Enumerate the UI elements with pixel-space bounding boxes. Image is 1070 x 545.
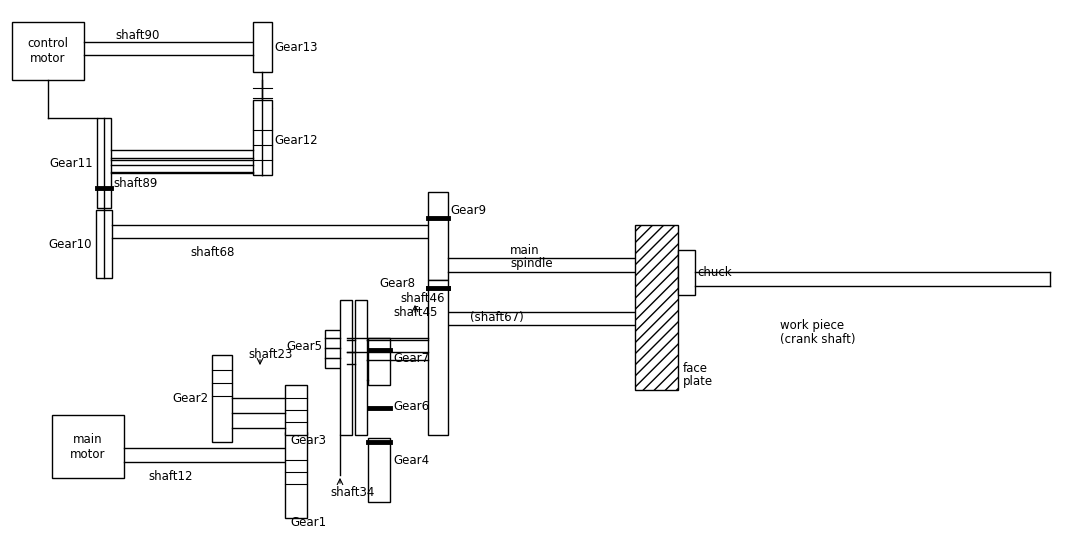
Text: shaft34: shaft34 [330,486,374,499]
Text: Gear9: Gear9 [450,203,486,216]
Text: Gear7: Gear7 [393,352,429,365]
Text: (shaft67): (shaft67) [470,312,523,324]
Bar [678,250,696,295]
Bar [12,22,85,80]
Text: shaft90: shaft90 [114,28,159,41]
Bar [325,330,347,368]
Text: Gear10: Gear10 [48,238,92,251]
Text: Gear4: Gear4 [393,453,429,467]
Bar [340,300,352,435]
Text: (crank shaft): (crank shaft) [780,334,856,347]
Text: spindle: spindle [510,257,552,269]
Bar [428,192,448,280]
Text: plate: plate [683,376,713,389]
Bar [368,338,389,385]
Text: Gear11: Gear11 [49,156,93,169]
Text: shaft68: shaft68 [190,245,234,258]
Bar [428,280,448,435]
Bar [52,415,124,478]
Text: Gear8: Gear8 [379,276,415,289]
Text: Gear5: Gear5 [286,341,322,354]
Bar [253,100,272,175]
Bar [212,355,232,442]
Text: main
motor: main motor [71,433,106,461]
Text: shaft23: shaft23 [248,348,292,361]
Text: Gear1: Gear1 [290,517,326,530]
Bar [368,438,389,502]
Text: Gear3: Gear3 [290,433,326,446]
Text: face: face [683,361,708,374]
Bar [285,385,307,435]
Text: shaft45: shaft45 [393,306,438,318]
Bar [285,432,307,518]
Bar [355,300,367,435]
Text: control
motor: control motor [28,37,68,65]
Text: Gear13: Gear13 [274,40,318,53]
Text: Gear6: Gear6 [393,401,429,414]
Text: main: main [510,244,539,257]
Text: shaft46: shaft46 [400,292,444,305]
Bar [635,225,678,390]
Text: work piece: work piece [780,318,844,331]
Bar [97,118,111,208]
Bar [96,210,112,278]
Text: shaft89: shaft89 [113,177,157,190]
Text: Gear12: Gear12 [274,134,318,147]
Bar [253,22,272,72]
Text: shaft12: shaft12 [148,470,193,483]
Text: chuck: chuck [697,265,732,278]
Text: Gear2: Gear2 [172,392,208,405]
